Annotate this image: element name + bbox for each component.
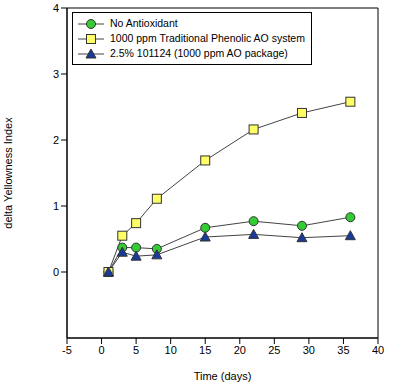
svg-text:35: 35 xyxy=(337,344,349,356)
svg-text:15: 15 xyxy=(199,344,211,356)
html-text:1000 ppm Traditional Phenolic: 1000 ppm Traditional Phenolic AO system xyxy=(110,32,305,44)
svg-text:5: 5 xyxy=(133,344,139,356)
svg-text:-5: -5 xyxy=(62,344,72,356)
svg-text:4: 4 xyxy=(53,2,59,14)
svg-text:delta Yellowness Index: delta Yellowness Index xyxy=(8,117,14,229)
svg-text:0: 0 xyxy=(53,266,59,278)
html-text:No Antioxidant: No Antioxidant xyxy=(110,17,178,29)
svg-text:Time (days): Time (days) xyxy=(194,370,252,382)
svg-text:0: 0 xyxy=(98,344,104,356)
html-text:2.5% 101124 (1000 ppm AO packa: 2.5% 101124 (1000 ppm AO package) xyxy=(110,47,288,59)
svg-text:30: 30 xyxy=(303,344,315,356)
svg-text:40: 40 xyxy=(372,344,384,356)
svg-text:1: 1 xyxy=(53,200,59,212)
svg-text:2: 2 xyxy=(53,134,59,146)
svg-text:10: 10 xyxy=(165,344,177,356)
svg-text:20: 20 xyxy=(234,344,246,356)
svg-text:25: 25 xyxy=(268,344,280,356)
svg-text:3: 3 xyxy=(53,68,59,80)
